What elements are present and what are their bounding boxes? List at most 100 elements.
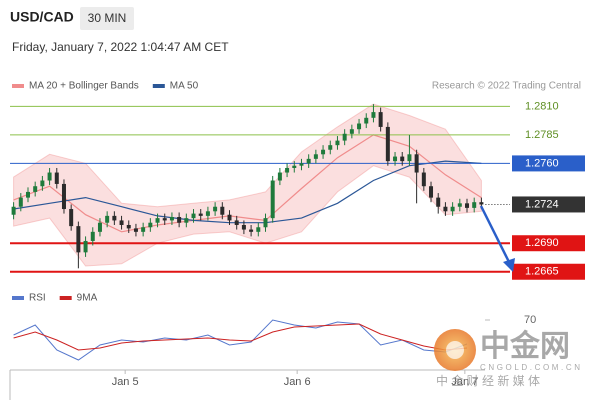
price-level-label: 1.2665: [525, 266, 559, 278]
candle-body: [299, 163, 304, 166]
indicator-line: [13, 319, 468, 361]
candle-body: [18, 197, 23, 207]
candle-body: [25, 191, 30, 198]
interval-badge: [80, 7, 134, 30]
candle-body: [479, 202, 484, 205]
candle-body: [40, 180, 45, 187]
candle-body: [263, 218, 268, 228]
candle-body: [285, 167, 290, 173]
indicator-line: [13, 323, 468, 351]
candle-body: [112, 215, 117, 221]
x-tick-label: Jan 7: [451, 376, 478, 388]
candle-body: [292, 165, 297, 168]
price-level-label: 1.2724: [525, 198, 559, 210]
candle-body: [270, 180, 275, 219]
symbol: USD/CAD: [10, 9, 74, 25]
candle-body: [306, 158, 311, 164]
candle-body: [83, 240, 88, 253]
candle-body: [349, 129, 354, 134]
candle-body: [328, 145, 333, 150]
price-level-box: [512, 235, 585, 252]
candle-body: [69, 209, 74, 227]
candle-body: [256, 227, 261, 232]
projection-arrowhead: [503, 258, 515, 272]
candle-body: [429, 186, 434, 198]
watermark-slogan: 中 金 财 经 新 媒 体: [436, 373, 540, 388]
projection-arrow: [479, 205, 512, 265]
candle-body: [148, 222, 153, 228]
candle-body: [436, 197, 441, 207]
legend-swatch: [59, 296, 72, 300]
candle-body: [177, 217, 182, 223]
legend-label: MA 20 + Bollinger Bands: [29, 81, 139, 92]
candle-body: [162, 218, 167, 221]
moving-average: [13, 160, 482, 224]
candle-body: [90, 231, 95, 241]
candle-body: [241, 224, 246, 230]
candle-body: [119, 220, 124, 225]
candle-body: [191, 213, 196, 219]
candle-body: [457, 203, 462, 207]
candle-body: [184, 218, 189, 223]
watermark: 中金网 CNGOLD.COM.CN 中 金 财 经 新 媒 体: [434, 329, 580, 388]
price-level-box: [512, 263, 585, 280]
candle-body: [364, 117, 369, 124]
legend-label: MA 50: [170, 81, 199, 92]
candle-body: [407, 154, 412, 162]
legend-swatch: [12, 296, 24, 300]
price-level-box: [512, 155, 585, 172]
candle-body: [97, 222, 102, 232]
candle-body: [313, 154, 318, 159]
candle-body: [76, 226, 81, 253]
price-level-label: 1.2760: [525, 157, 559, 169]
legend-label: RSI: [29, 293, 46, 304]
candle-body: [33, 186, 38, 192]
candle-body: [220, 206, 225, 215]
price-level-label: 1.2690: [525, 237, 559, 249]
candle-body: [393, 156, 398, 162]
candle-body: [227, 214, 232, 221]
candle-body: [205, 211, 210, 216]
legend-swatch: [12, 84, 24, 88]
interval: 30 MIN: [88, 11, 127, 25]
candle-body: [277, 172, 282, 181]
x-tick-label: Jan 6: [284, 376, 311, 388]
candle-body: [472, 202, 477, 208]
price-level-label: 1.2810: [525, 100, 559, 112]
candle-body: [385, 126, 390, 162]
watermark-domain: CNGOLD.COM.CN: [480, 363, 580, 372]
candle-body: [450, 206, 455, 212]
price-level-box: [512, 196, 585, 213]
candle-body: [47, 172, 52, 181]
candle-body: [213, 206, 218, 212]
logo-mark-inner: [446, 341, 464, 359]
legend-swatch: [152, 84, 165, 88]
datetime: Friday, January 7, 2022 1:04:47 AM CET: [12, 40, 229, 54]
candle-body: [141, 227, 146, 232]
candle-body: [421, 172, 426, 187]
x-tick-label: Jan 5: [112, 376, 139, 388]
candle-body: [249, 229, 254, 232]
moving-average: [13, 134, 482, 233]
candle-body: [198, 213, 203, 216]
legend-label: 9MA: [77, 293, 98, 304]
candle-body: [371, 112, 376, 118]
candle-body: [54, 172, 59, 184]
candle-body: [169, 217, 174, 221]
candle-body: [126, 224, 131, 229]
candle-body: [400, 156, 405, 162]
candle-body: [357, 123, 362, 130]
candle-body: [133, 228, 138, 232]
candle-body: [414, 154, 419, 173]
candle-body: [11, 206, 16, 215]
candle-body: [378, 112, 383, 127]
y-tick-label: 70: [524, 314, 536, 326]
candle-body: [465, 203, 470, 208]
candle-body: [335, 140, 340, 146]
candle-body: [61, 183, 66, 210]
candle-body: [234, 220, 239, 225]
candle-body: [342, 133, 347, 141]
watermark-name: 中金网: [480, 329, 570, 363]
credit: Research © 2022 Trading Central: [432, 81, 581, 92]
